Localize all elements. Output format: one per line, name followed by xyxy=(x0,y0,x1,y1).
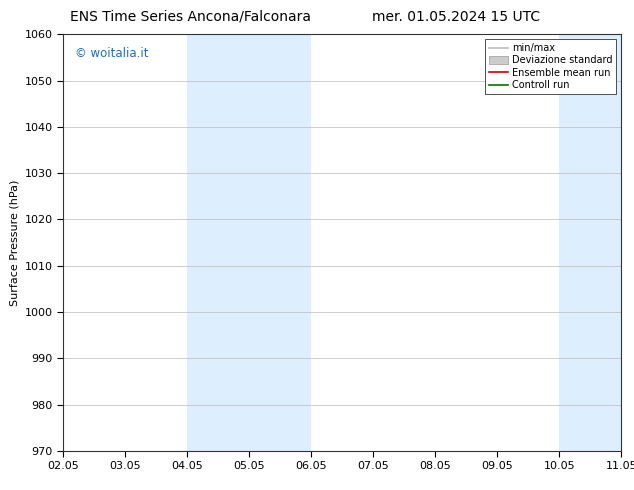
Legend: min/max, Deviazione standard, Ensemble mean run, Controll run: min/max, Deviazione standard, Ensemble m… xyxy=(485,39,616,94)
Text: © woitalia.it: © woitalia.it xyxy=(75,47,148,60)
Text: ENS Time Series Ancona/Falconara: ENS Time Series Ancona/Falconara xyxy=(70,10,311,24)
Bar xyxy=(559,34,621,451)
Text: mer. 01.05.2024 15 UTC: mer. 01.05.2024 15 UTC xyxy=(372,10,541,24)
Bar xyxy=(249,34,311,451)
Y-axis label: Surface Pressure (hPa): Surface Pressure (hPa) xyxy=(10,179,19,306)
Bar xyxy=(188,34,249,451)
